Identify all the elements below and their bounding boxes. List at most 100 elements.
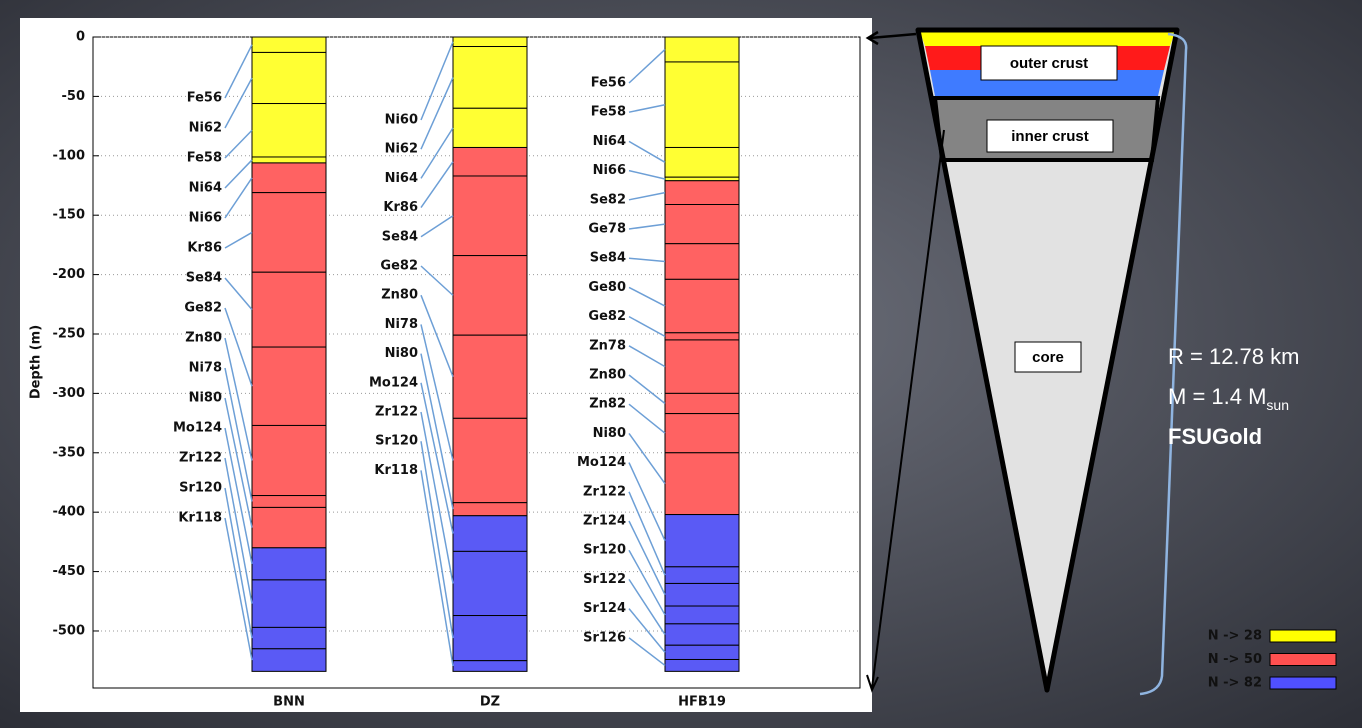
layer xyxy=(665,414,739,453)
layer-label: Ni64 xyxy=(593,134,626,149)
layer xyxy=(252,104,326,157)
mass-unit: sun xyxy=(1266,397,1289,413)
x-tick-label: HFB19 xyxy=(678,695,726,710)
layer xyxy=(665,205,739,244)
y-axis-label: Depth (m) xyxy=(29,325,44,399)
layer xyxy=(665,393,739,413)
mass: M = 1.4 M xyxy=(1168,384,1266,409)
layer-label: Fe58 xyxy=(187,151,222,166)
core-label: core xyxy=(1032,349,1064,366)
layer xyxy=(453,37,527,47)
layer-label: Fe56 xyxy=(591,76,626,91)
y-tick-label: -500 xyxy=(52,623,85,638)
layer-label: Mo124 xyxy=(577,455,626,470)
layer-label: Zn80 xyxy=(589,368,626,383)
layer xyxy=(665,515,739,567)
layer-label: Ge80 xyxy=(588,280,626,295)
layer-label: Ni62 xyxy=(385,142,418,157)
layer xyxy=(252,272,326,347)
layer xyxy=(665,147,739,177)
layer xyxy=(665,606,739,624)
layer xyxy=(665,645,739,659)
layer xyxy=(453,418,527,502)
layer xyxy=(453,616,527,661)
layer-label: Ni60 xyxy=(385,113,418,128)
layer-label: Zn80 xyxy=(381,288,418,303)
layer-label: Sr120 xyxy=(583,543,626,558)
layer xyxy=(665,659,739,671)
layer xyxy=(453,176,527,256)
layer xyxy=(665,624,739,645)
layer-label: Se84 xyxy=(590,251,626,266)
layer-label: Mo124 xyxy=(173,421,222,436)
legend-swatch xyxy=(1270,654,1336,666)
layer-label: Sr120 xyxy=(179,481,222,496)
layer-yellow xyxy=(920,32,1175,46)
y-tick-label: 0 xyxy=(76,30,85,45)
layer-label: Zn78 xyxy=(589,338,626,353)
layer xyxy=(453,256,527,336)
layer-label: Ge82 xyxy=(380,259,418,274)
layer-label: Ni64 xyxy=(189,181,222,196)
legend-label: N -> 50 xyxy=(1208,652,1262,667)
layer-label: Ge82 xyxy=(588,309,626,324)
layer-label: Ni80 xyxy=(189,391,222,406)
layer-label: Sr120 xyxy=(375,434,418,449)
layer xyxy=(252,627,326,648)
layer xyxy=(252,496,326,508)
layer xyxy=(453,551,527,615)
y-tick-label: -400 xyxy=(52,505,85,520)
layer-label: Kr86 xyxy=(383,200,418,215)
layer-label: Se84 xyxy=(186,271,222,286)
y-tick-label: -100 xyxy=(52,148,85,163)
layer xyxy=(252,649,326,672)
layer xyxy=(252,163,326,193)
layer-label: Mo124 xyxy=(369,375,418,390)
legend-swatch xyxy=(1270,677,1336,689)
y-tick-label: -250 xyxy=(52,326,85,341)
layer-label: Ni78 xyxy=(385,317,418,332)
layer xyxy=(252,580,326,628)
layer-label: Se84 xyxy=(382,229,418,244)
radius-text: R = 12.78 km xyxy=(1168,344,1299,369)
layer xyxy=(665,453,739,515)
layer-label: Zr124 xyxy=(583,514,626,529)
layer-label: Ge82 xyxy=(184,301,222,316)
slide: Depth (m) outer crust inner crust core R… xyxy=(0,0,1362,728)
layer-label: Ni66 xyxy=(189,211,222,226)
model-text: FSUGold xyxy=(1168,424,1262,449)
layer xyxy=(453,108,527,147)
layer xyxy=(665,567,739,584)
layer-label: Zr122 xyxy=(179,451,222,466)
x-tick-label: BNN xyxy=(273,695,305,710)
layer-label: Ni62 xyxy=(189,121,222,136)
layer xyxy=(252,193,326,273)
layer xyxy=(665,177,739,181)
layer xyxy=(665,340,739,393)
layer-label: Sr126 xyxy=(583,630,626,645)
layer-label: Zr122 xyxy=(375,405,418,420)
layer xyxy=(252,52,326,103)
layer-label: Sr124 xyxy=(583,601,626,616)
layer-label: Kr86 xyxy=(187,241,222,256)
layer xyxy=(252,157,326,163)
layer-label: Fe56 xyxy=(187,91,222,106)
legend-swatch xyxy=(1270,630,1336,642)
layer xyxy=(252,548,326,580)
y-tick-label: -450 xyxy=(52,564,85,579)
y-tick-label: -200 xyxy=(52,267,85,282)
layer xyxy=(453,147,527,176)
layer xyxy=(252,507,326,547)
layer xyxy=(453,335,527,418)
layer xyxy=(665,62,739,148)
layer-label: Ni80 xyxy=(593,426,626,441)
layer xyxy=(453,516,527,552)
layer xyxy=(252,347,326,425)
chart-panel xyxy=(20,18,872,712)
layer xyxy=(665,37,739,62)
layer-label: Sr122 xyxy=(583,572,626,587)
layer xyxy=(665,333,739,340)
outer-crust-label: outer crust xyxy=(1010,55,1088,72)
layer xyxy=(453,661,527,672)
inner-crust-label: inner crust xyxy=(1011,128,1089,145)
